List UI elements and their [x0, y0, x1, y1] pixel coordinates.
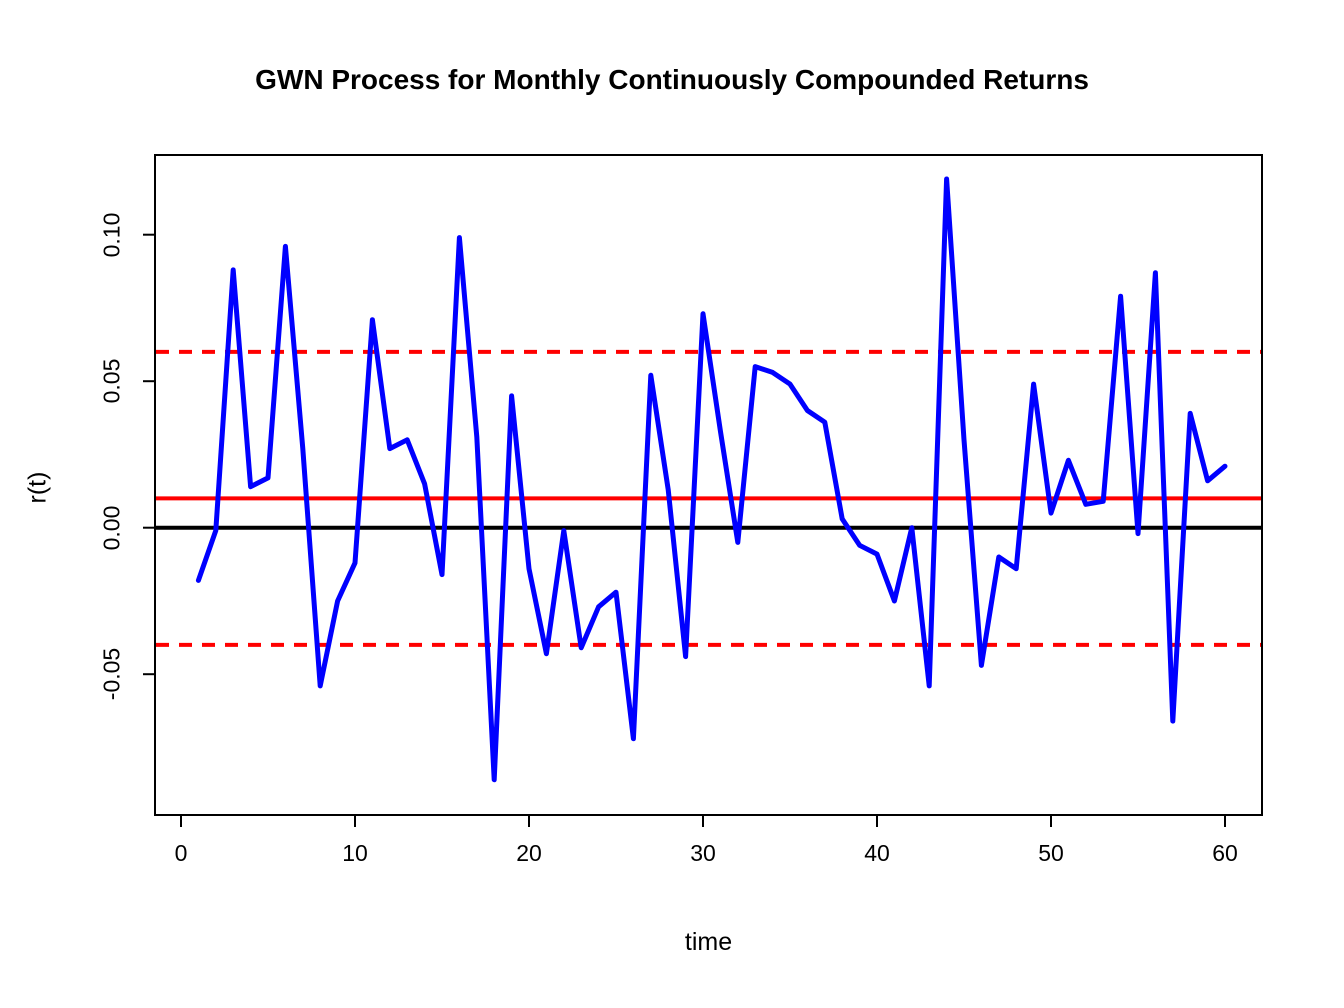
- y-tick-label: 0.10: [98, 212, 125, 258]
- chart-title: GWN Process for Monthly Continuously Com…: [255, 64, 1089, 95]
- y-axis-title: r(t): [23, 471, 52, 504]
- y-tick-label: 0.00: [98, 505, 125, 551]
- x-tick-label: 50: [1038, 840, 1064, 866]
- x-tick-label: 60: [1212, 840, 1238, 866]
- x-tick-label: 10: [342, 840, 368, 866]
- x-tick-label: 20: [516, 840, 542, 866]
- x-axis-title: time: [684, 928, 733, 956]
- x-tick-label: 40: [864, 840, 890, 866]
- y-tick-label: -0.05: [98, 647, 125, 701]
- plot-frame: [154, 154, 1263, 816]
- y-tick-label: 0.05: [98, 358, 125, 404]
- series-line-simulated-returns: [195, 176, 1228, 783]
- x-tick-label: 0: [174, 840, 188, 866]
- x-tick-label: 30: [690, 840, 716, 866]
